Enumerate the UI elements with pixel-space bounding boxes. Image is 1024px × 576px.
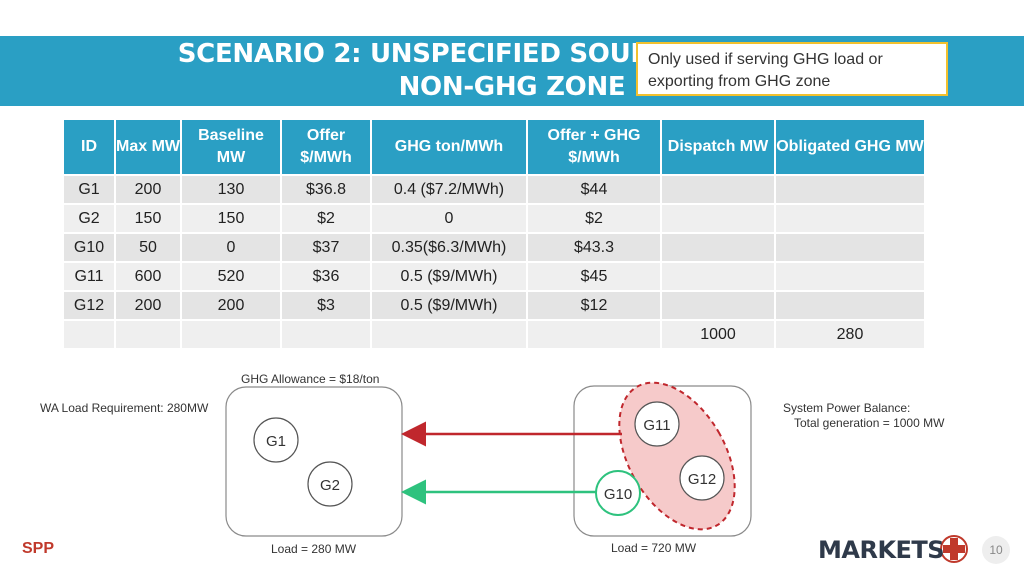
table-cell: G10	[62, 232, 116, 263]
node-g1-label: G1	[266, 433, 286, 450]
header-offer-plus-ghg: Offer + GHG $/MWh	[526, 118, 662, 176]
table-cell: $36	[280, 261, 372, 292]
node-g12	[679, 455, 725, 501]
unspecified-source-group	[618, 381, 736, 531]
table-cell	[62, 319, 116, 350]
table-cell	[774, 232, 926, 263]
node-g2	[307, 461, 353, 507]
wa-load-requirement-label: WA Load Requirement: 280MW	[40, 401, 209, 415]
wa-zone-box	[225, 386, 403, 537]
table-cell	[370, 319, 528, 350]
table-cell	[774, 174, 926, 205]
page-number: 10	[982, 536, 1010, 564]
table-cell: G2	[62, 203, 116, 234]
table-cell: $45	[526, 261, 662, 292]
table-header-row: ID Max MW Baseline MW Offer $/MWh GHG to…	[62, 118, 926, 176]
table-cell	[660, 174, 776, 205]
table-cell: 0.5 ($9/MWh)	[370, 290, 528, 321]
table-cell: $43.3	[526, 232, 662, 263]
total-generation-label: Total generation = 1000 MW	[794, 416, 945, 430]
table-totals-row: 1000 280	[62, 319, 926, 350]
header-id: ID	[62, 118, 116, 176]
table-row: G10 50 0 $37 0.35($6.3/MWh) $43.3	[62, 232, 926, 263]
table-cell: G12	[62, 290, 116, 321]
non-ghg-zone-box	[573, 385, 752, 537]
table-row: G2 150 150 $2 0 $2	[62, 203, 926, 234]
node-g2-label: G2	[320, 477, 340, 494]
node-g10	[595, 470, 641, 516]
table-cell: $12	[526, 290, 662, 321]
table-cell	[114, 319, 182, 350]
node-g12-label: G12	[688, 471, 716, 488]
table-cell: 0.4 ($7.2/MWh)	[370, 174, 528, 205]
table-cell: $2	[526, 203, 662, 234]
table-cell	[280, 319, 372, 350]
table-row: G12 200 200 $3 0.5 ($9/MWh) $12	[62, 290, 926, 321]
table-cell	[660, 290, 776, 321]
left-load-label: Load = 280 MW	[271, 542, 357, 556]
table-cell: 0.35($6.3/MWh)	[370, 232, 528, 263]
table-cell: $3	[280, 290, 372, 321]
table-cell: G1	[62, 174, 116, 205]
header-ghg-ton: GHG ton/MWh	[370, 118, 528, 176]
title-line-2: NON-GHG ZONE	[398, 72, 626, 102]
table-cell	[180, 319, 282, 350]
header-dispatch-mw: Dispatch MW	[660, 118, 776, 176]
table-cell: 0	[370, 203, 528, 234]
table-cell: 200	[180, 290, 282, 321]
table-cell	[774, 290, 926, 321]
header-obligated-ghg-mw: Obligated GHG MW	[774, 118, 926, 176]
table-cell	[774, 261, 926, 292]
node-g11	[634, 401, 680, 447]
table-cell: $36.8	[280, 174, 372, 205]
node-g1	[253, 417, 299, 463]
table-cell: 200	[114, 290, 182, 321]
table-cell	[660, 232, 776, 263]
table-cell	[660, 261, 776, 292]
node-g11-label: G11	[643, 417, 670, 434]
header-baseline-mw: Baseline MW	[180, 118, 282, 176]
spp-logo: SPP	[22, 540, 55, 557]
table-cell	[774, 203, 926, 234]
table-cell: 150	[180, 203, 282, 234]
ghg-allowance-label: GHG Allowance = $18/ton	[241, 372, 380, 386]
table-cell: 200	[114, 174, 182, 205]
table-cell: 50	[114, 232, 182, 263]
table-cell: $44	[526, 174, 662, 205]
table-row: G1 200 130 $36.8 0.4 ($7.2/MWh) $44	[62, 174, 926, 205]
header-max-mw: Max MW	[114, 118, 182, 176]
callout-note: Only used if serving GHG load or exporti…	[636, 42, 948, 96]
table-cell: $37	[280, 232, 372, 263]
table-row: G11 600 520 $36 0.5 ($9/MWh) $45	[62, 261, 926, 292]
table-cell: 0.5 ($9/MWh)	[370, 261, 528, 292]
table-cell: 150	[114, 203, 182, 234]
markets-logo: MARKETS	[818, 536, 945, 564]
total-dispatch-cell: 1000	[660, 319, 776, 350]
table-cell: 600	[114, 261, 182, 292]
header-offer: Offer $/MWh	[280, 118, 372, 176]
table-cell: G11	[62, 261, 116, 292]
total-obligated-cell: 280	[774, 319, 926, 350]
node-g10-label: G10	[604, 486, 632, 503]
table-cell	[660, 203, 776, 234]
table-cell	[526, 319, 662, 350]
wa-ghg-zone-label: WA GHG Zone	[307, 390, 387, 404]
table-cell: $2	[280, 203, 372, 234]
table-cell: 130	[180, 174, 282, 205]
table-cell: 520	[180, 261, 282, 292]
right-load-label: Load = 720 MW	[611, 541, 697, 555]
table-cell: 0	[180, 232, 282, 263]
generator-table: ID Max MW Baseline MW Offer $/MWh GHG to…	[62, 118, 926, 350]
system-balance-label: System Power Balance:	[783, 401, 911, 415]
markets-plus-icon	[940, 535, 968, 563]
